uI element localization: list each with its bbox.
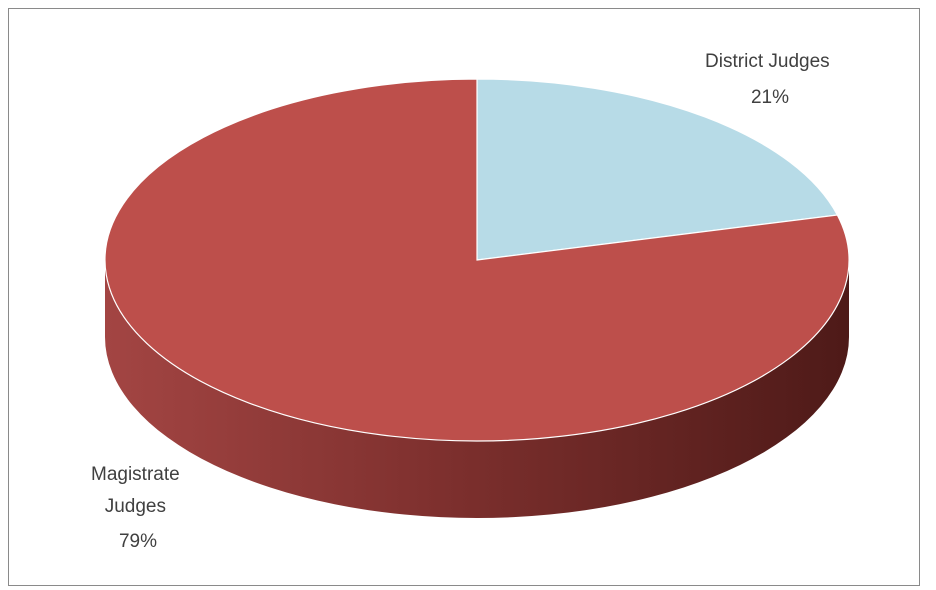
slice-label-district-name: District Judges — [705, 51, 830, 72]
pie-side — [105, 260, 849, 518]
slice-label-magistrate-percent: 79% — [119, 531, 157, 552]
slice-label-district-percent: 21% — [751, 87, 789, 108]
pie-slice-magistrate-judges — [104, 78, 850, 442]
pie-side-magistrate — [105, 260, 849, 518]
pie-slice-district-judges — [476, 78, 839, 261]
pie-top — [104, 78, 850, 442]
slice-label-magistrate-line1: Magistrate — [91, 464, 180, 485]
slice-label-district: District Judges 21% — [705, 51, 835, 108]
slice-label-magistrate-line2: Judges — [105, 496, 166, 517]
slice-label-magistrate: Magistrate Judges 79% — [91, 464, 185, 552]
